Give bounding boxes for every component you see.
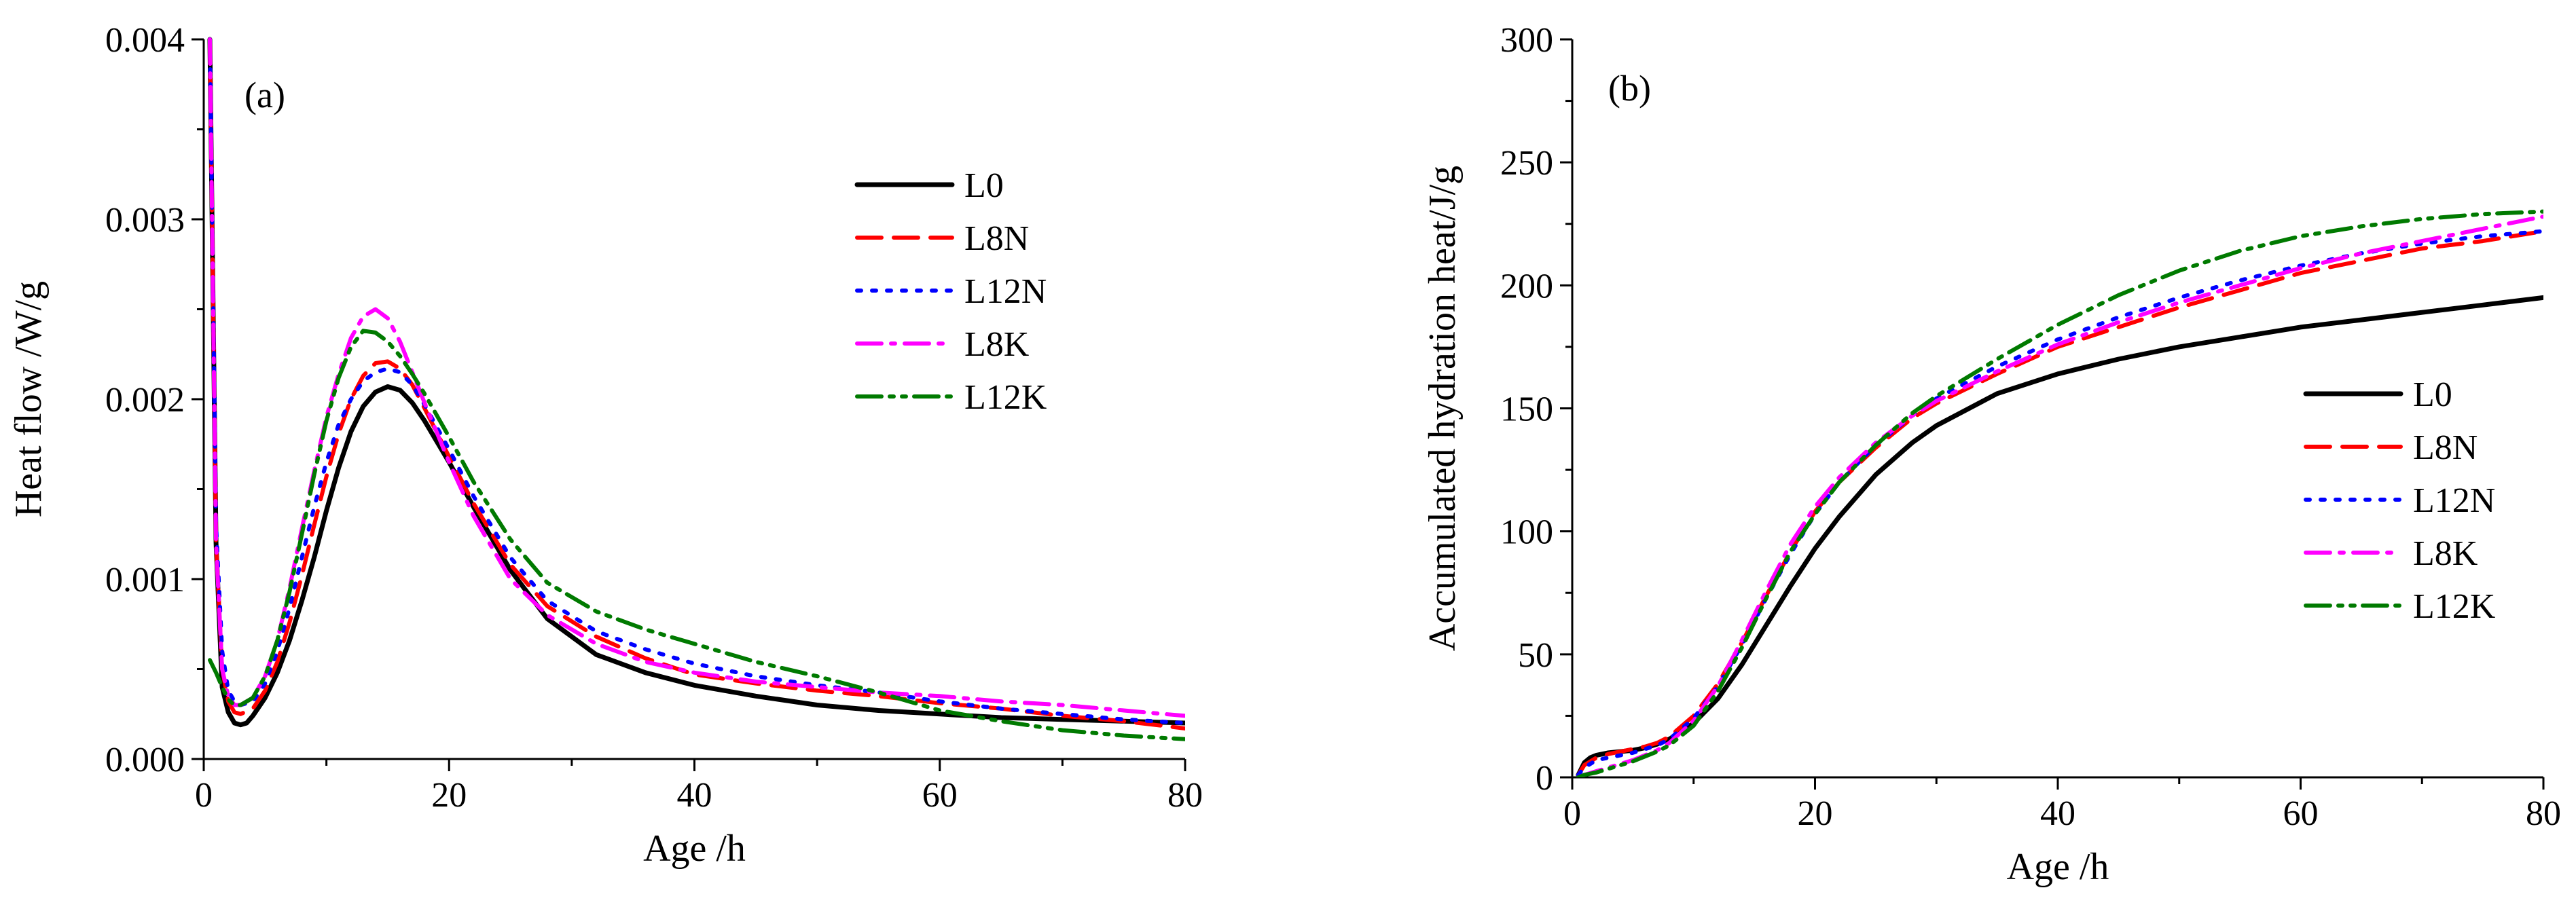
- panel-a-heat-flow-chart: 0 20 40 60 80 0.000 0.001 0.002 0.003 0.004 Age /h…: [7, 21, 1203, 870]
- legend-label-l8k: L8K: [2413, 534, 2478, 573]
- x-tick-label: 80: [1167, 776, 1203, 815]
- y-axis-title: Heat flow /W/g: [7, 281, 50, 517]
- x-axis-title: Age /h: [643, 828, 746, 870]
- y-tick-label: 0.004: [105, 21, 185, 60]
- legend-label-l8n: L8N: [964, 219, 1029, 258]
- x-tick-label: 40: [677, 776, 712, 815]
- x-tick-label: 0: [195, 776, 213, 815]
- series-line-l12n: [1576, 229, 2543, 777]
- y-tick-label: 0.000: [105, 741, 185, 779]
- legend-label-l0: L0: [2413, 375, 2452, 414]
- x-tick-label: 20: [431, 776, 467, 815]
- series-line-l12n: [208, 37, 1185, 725]
- series-line-l0: [207, 37, 1185, 728]
- series-line-l12k: [1576, 209, 2543, 777]
- x-tick-label: 80: [2526, 794, 2561, 833]
- y-tick-label: 0: [1536, 759, 1553, 798]
- x-tick-label: 60: [922, 776, 958, 815]
- x-tick-label: 40: [2040, 794, 2075, 833]
- panel-label: (a): [244, 75, 285, 115]
- y-tick-label: 50: [1518, 636, 1553, 675]
- x-tick-label: 60: [2283, 794, 2319, 833]
- legend-label-l8n: L8N: [2413, 428, 2478, 467]
- x-tick-label: 0: [1563, 794, 1581, 833]
- legend-label-l12n: L12N: [964, 272, 1047, 311]
- x-tick-label: 20: [1798, 794, 1833, 833]
- y-tick-label: 200: [1500, 267, 1553, 306]
- panel-label: (b): [1608, 68, 1651, 109]
- legend-label-l12k: L12K: [964, 378, 1047, 417]
- y-tick-label: 300: [1500, 21, 1553, 60]
- series-line-l8n: [208, 37, 1185, 730]
- y-tick-label: 0.001: [105, 561, 185, 599]
- y-axis-title: Accumulated hydration heat/J/g: [1421, 166, 1464, 651]
- y-tick-label: 100: [1500, 513, 1553, 552]
- y-tick-label: 0.003: [105, 201, 185, 240]
- legend-label-l12n: L12N: [2413, 481, 2495, 520]
- y-tick-label: 0.002: [105, 381, 185, 420]
- x-axis-title: Age /h: [2007, 846, 2109, 888]
- series-line-l8k: [1576, 214, 2543, 777]
- y-tick-label: 150: [1500, 390, 1553, 429]
- panel-b-accumulated-heat-chart: 0 20 40 60 80 0 50 100 150 200 250 300 Age /h Accumul…: [1421, 21, 2561, 888]
- legend-label-l12k: L12K: [2413, 587, 2496, 626]
- y-tick-label: 250: [1500, 144, 1553, 183]
- series-line-l12k: [208, 329, 1185, 741]
- legend-label-l0: L0: [964, 166, 1004, 205]
- legend-label-l8k: L8K: [964, 325, 1030, 364]
